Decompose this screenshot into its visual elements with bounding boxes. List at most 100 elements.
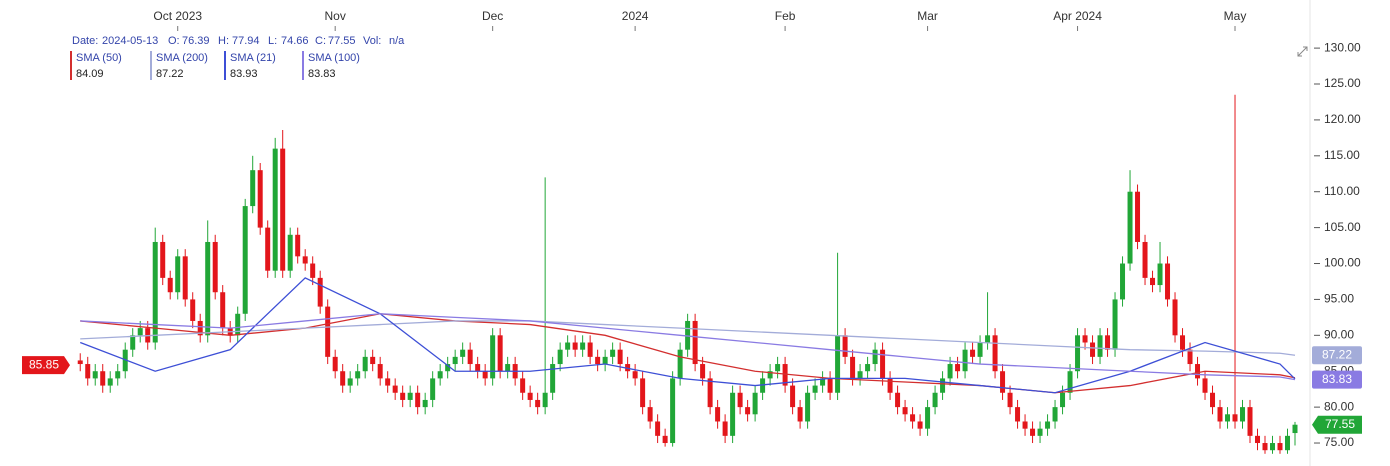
- candle-body: [857, 371, 863, 379]
- candle-body: [865, 364, 871, 372]
- candle-body: [1067, 371, 1073, 393]
- candle-body: [550, 364, 556, 393]
- candle-body: [910, 414, 916, 422]
- candle-body: [947, 364, 953, 379]
- legend-value: 84.09: [76, 68, 104, 80]
- candle-body: [1105, 335, 1111, 350]
- legend-value: 83.83: [308, 68, 336, 80]
- y-tick-label: 80.00: [1324, 399, 1354, 413]
- candle-body: [332, 356, 338, 372]
- left-marker-label: 85.85: [29, 357, 59, 371]
- candle-body: [1135, 191, 1141, 242]
- high-value: 77.94: [232, 35, 260, 47]
- candle-body: [122, 349, 128, 372]
- candle-body: [925, 407, 931, 429]
- candle-body: [1052, 407, 1058, 422]
- candle-body: [1157, 263, 1163, 286]
- candle-body: [220, 292, 226, 329]
- price-badge: [1312, 370, 1362, 389]
- price-badge-label: 83.83: [1322, 372, 1352, 386]
- y-tick-label: 105.00: [1324, 220, 1361, 234]
- candle-body: [370, 356, 376, 365]
- candle-body: [812, 385, 818, 393]
- candle-body: [1187, 349, 1193, 365]
- legend-name: SMA (50): [76, 52, 122, 64]
- candle-body: [775, 364, 781, 372]
- candle-body: [1015, 407, 1021, 422]
- candle-body: [182, 256, 188, 300]
- date-label: Date:: [72, 35, 98, 47]
- candle-body: [535, 399, 541, 408]
- candle-body: [715, 407, 721, 422]
- candle-body: [295, 234, 301, 257]
- candle-body: [932, 392, 938, 408]
- candle-body: [1247, 407, 1253, 436]
- candle-body: [497, 335, 503, 372]
- candle-body: [632, 371, 638, 379]
- candle-body: [895, 392, 901, 408]
- candle-body: [557, 349, 563, 365]
- candle-body: [992, 335, 998, 372]
- x-tick-label: Apr 2024: [1053, 9, 1102, 23]
- price-badge-label: 87.22: [1322, 347, 1352, 361]
- close-value: 77.55: [328, 35, 356, 47]
- candle-body: [160, 241, 166, 278]
- candle-body: [1000, 371, 1006, 393]
- y-tick-label: 75.00: [1324, 435, 1354, 449]
- candle-body: [362, 356, 368, 372]
- candle-body: [1142, 241, 1148, 278]
- candle-body: [527, 392, 533, 400]
- candle-body: [152, 241, 158, 343]
- candle-body: [460, 349, 466, 357]
- candle-body: [1090, 342, 1096, 357]
- close-label: C:: [315, 35, 326, 47]
- legend-name: SMA (100): [308, 52, 360, 64]
- expand-icon[interactable]: [1297, 46, 1308, 57]
- candle-body: [475, 364, 481, 372]
- candle-body: [92, 371, 98, 379]
- candle-body: [1262, 443, 1268, 451]
- candle-body: [677, 349, 683, 379]
- legend-swatch: [70, 51, 72, 80]
- candle-body: [1120, 263, 1126, 300]
- candle-body: [107, 378, 113, 386]
- candle-body: [587, 342, 593, 357]
- candle-body: [962, 349, 968, 372]
- candle-body: [617, 349, 623, 365]
- candle-body: [707, 378, 713, 408]
- candle-body: [445, 364, 451, 372]
- candle-body: [1127, 191, 1133, 264]
- candle-body: [272, 148, 278, 271]
- candle-body: [767, 371, 773, 379]
- legend-swatch: [224, 51, 226, 80]
- high-label: H:: [218, 35, 229, 47]
- candle-body: [265, 227, 271, 271]
- candle-body: [1045, 421, 1051, 429]
- open-value: 76.39: [182, 35, 210, 47]
- candle-body: [1217, 407, 1223, 422]
- candle-body: [842, 335, 848, 357]
- candle-body: [977, 342, 983, 357]
- y-tick-label: 115.00: [1324, 148, 1360, 162]
- vol-label: Vol:: [363, 35, 381, 47]
- legend-value: 87.22: [156, 68, 184, 80]
- candle-body: [887, 378, 893, 393]
- candle-body: [1165, 263, 1171, 300]
- candle-body: [1082, 335, 1088, 343]
- candle-body: [700, 364, 706, 379]
- candle-body: [400, 392, 406, 400]
- candle-body: [640, 378, 646, 408]
- candle-body: [100, 371, 106, 386]
- candle-body: [190, 299, 196, 321]
- candle-body: [430, 378, 436, 400]
- candle-body: [280, 148, 286, 271]
- candle-body: [355, 371, 361, 379]
- candle-body: [415, 392, 421, 408]
- open-label: O:: [168, 35, 180, 47]
- candle-body: [137, 328, 143, 336]
- candle-body: [955, 364, 961, 372]
- candle-body: [1270, 443, 1276, 451]
- candle-body: [670, 378, 676, 444]
- candle-body: [1007, 392, 1013, 408]
